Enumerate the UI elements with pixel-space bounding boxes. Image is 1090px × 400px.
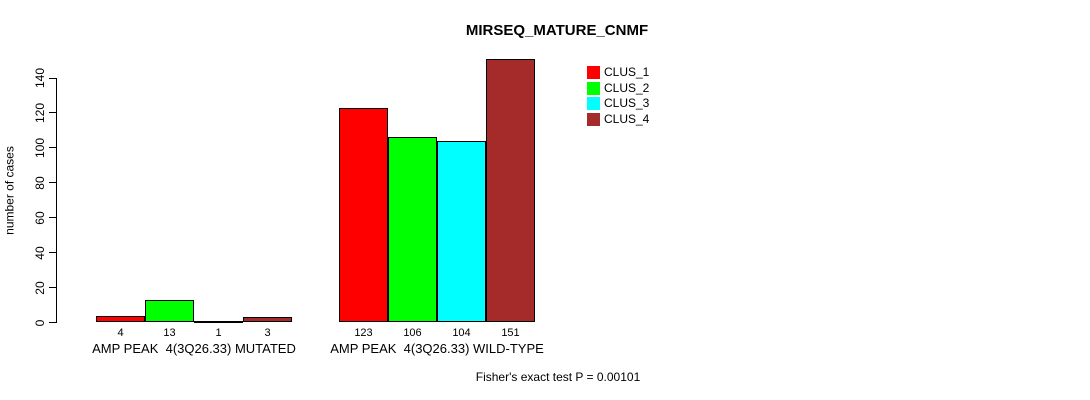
bar-count-label: 1: [215, 326, 222, 339]
legend-swatch-clus_2: [587, 81, 600, 95]
bar-count-label: 106: [403, 326, 422, 339]
y-tick-label: 20: [33, 280, 47, 295]
bar-clus_1: [96, 315, 145, 323]
y-tick-label: 0: [33, 319, 47, 326]
bar-clus_4: [486, 58, 535, 323]
y-tick-mark: [49, 252, 56, 254]
bar-clus_3: [437, 140, 486, 323]
y-tick-label: 140: [33, 67, 47, 89]
chart-title: MIRSEQ_MATURE_CNMF: [465, 22, 649, 39]
y-tick-mark: [49, 77, 56, 79]
bar-clus_2: [388, 137, 437, 323]
bar-count-label: 3: [264, 326, 271, 339]
x-category-label: AMP PEAK 4(3Q26.33) WILD-TYPE: [330, 341, 544, 356]
bar-count-label: 123: [354, 326, 373, 339]
y-axis-label: number of cases: [2, 146, 17, 235]
y-tick-label: 40: [33, 245, 47, 260]
y-tick-label: 120: [33, 102, 47, 123]
y-tick-label: 100: [33, 137, 47, 158]
y-tick-label: 60: [33, 211, 47, 225]
y-tick-mark: [49, 147, 56, 149]
bar-count-label: 104: [452, 326, 471, 339]
bar-clus_1: [339, 107, 388, 323]
y-tick-mark: [49, 182, 56, 184]
bar-count-label: 13: [163, 326, 176, 339]
x-category-label: AMP PEAK 4(3Q26.33) MUTATED: [92, 341, 296, 356]
fisher-test-annotation: Fisher's exact test P = 0.00101: [475, 370, 641, 384]
bar-clus_2: [145, 299, 194, 323]
y-tick-mark: [49, 287, 56, 289]
y-tick-label: 80: [33, 176, 47, 190]
legend-label: CLUS_4: [604, 111, 650, 126]
legend-swatch-clus_1: [587, 66, 600, 79]
legend-label: CLUS_1: [604, 65, 650, 79]
y-axis-line: [56, 78, 57, 323]
bar-count-label: 4: [117, 326, 124, 339]
legend-label: CLUS_2: [604, 80, 650, 95]
y-tick-mark: [49, 217, 56, 219]
legend-swatch-clus_4: [587, 112, 600, 126]
legend-label: CLUS_3: [604, 96, 650, 110]
bar-count-label: 151: [501, 326, 520, 339]
bar-clus_3: [194, 320, 243, 323]
bar-clus_4: [243, 317, 292, 323]
legend-swatch-clus_3: [587, 97, 600, 110]
y-tick-mark: [49, 322, 56, 323]
y-tick-mark: [49, 112, 56, 114]
